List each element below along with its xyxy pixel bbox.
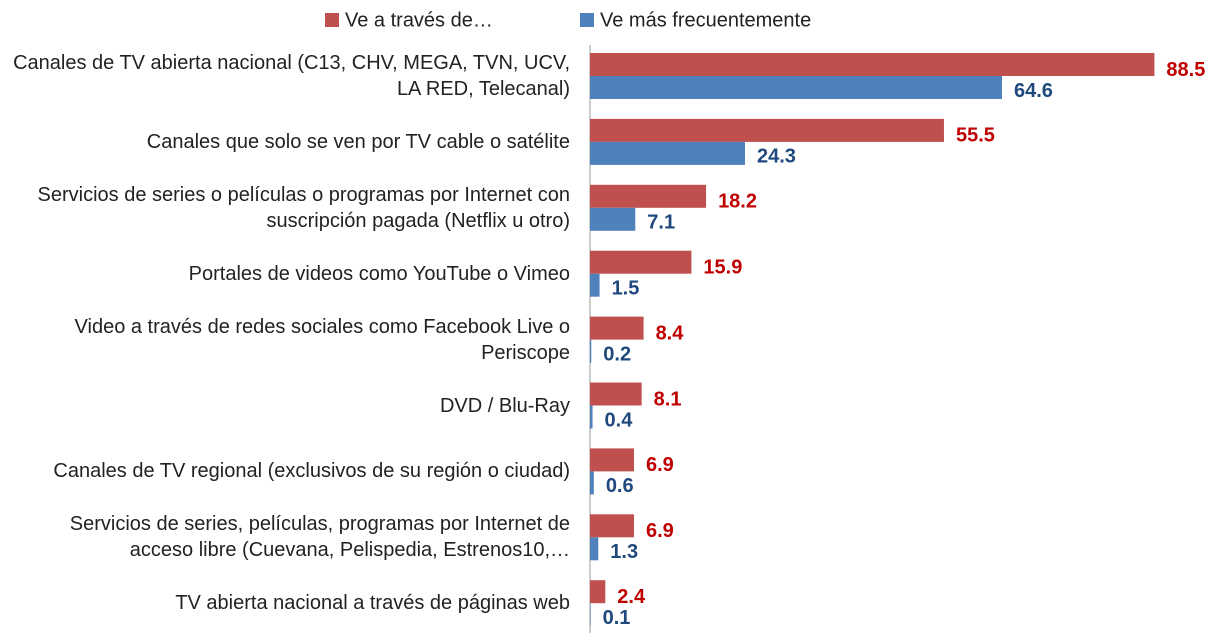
value-label: 6.9 bbox=[646, 520, 674, 542]
bar bbox=[590, 514, 635, 538]
category-label: Servicios de series o películas o progra… bbox=[37, 183, 571, 232]
category-label: TV abierta nacional a través de páginas … bbox=[175, 592, 570, 615]
bar bbox=[590, 141, 745, 165]
value-label: 2.4 bbox=[617, 586, 646, 608]
value-label: 6.9 bbox=[646, 454, 674, 476]
value-label: 0.4 bbox=[605, 409, 634, 431]
legend-label: Ve a través de… bbox=[345, 9, 493, 31]
category-label: Servicios de series, películas, programa… bbox=[69, 513, 570, 562]
value-label: 55.5 bbox=[956, 125, 995, 147]
value-label: 18.2 bbox=[718, 191, 757, 213]
bar bbox=[590, 405, 593, 429]
bar bbox=[590, 207, 636, 231]
value-label: 0.1 bbox=[603, 607, 631, 629]
bar bbox=[590, 603, 591, 627]
bar bbox=[590, 580, 606, 604]
bar bbox=[590, 339, 592, 363]
category-label: Canales de TV abierta nacional (C13, CHV… bbox=[13, 52, 570, 100]
value-label: 15.9 bbox=[703, 256, 742, 278]
bar bbox=[590, 250, 692, 274]
value-label: 24.3 bbox=[757, 146, 796, 168]
bar bbox=[590, 76, 1003, 99]
value-label: 1.3 bbox=[610, 541, 638, 563]
value-label: 0.2 bbox=[603, 343, 631, 365]
value-label: 1.5 bbox=[612, 277, 640, 299]
bar bbox=[590, 53, 1155, 76]
bar bbox=[590, 537, 599, 561]
value-label: 8.1 bbox=[654, 388, 682, 410]
value-label: 0.6 bbox=[606, 475, 634, 497]
bar bbox=[590, 382, 642, 406]
category-label: Canales que solo se ven por TV cable o s… bbox=[146, 130, 570, 153]
value-label: 8.4 bbox=[656, 322, 685, 344]
legend-swatch bbox=[325, 13, 339, 27]
bar bbox=[590, 184, 707, 208]
bar bbox=[590, 316, 644, 340]
bar bbox=[590, 118, 944, 142]
bar bbox=[590, 448, 635, 472]
value-label: 64.6 bbox=[1014, 80, 1053, 102]
value-label: 88.5 bbox=[1166, 59, 1205, 81]
bar bbox=[590, 471, 594, 495]
category-label: Canales de TV regional (exclusivos de su… bbox=[53, 460, 570, 483]
legend-label: Ve más frecuentemente bbox=[600, 9, 811, 31]
category-label: Portales de videos como YouTube o Vimeo bbox=[188, 262, 570, 285]
legend-swatch bbox=[580, 13, 594, 27]
category-label: Video a través de redes sociales como Fa… bbox=[74, 315, 570, 364]
bar bbox=[590, 273, 600, 297]
category-label: DVD / Blu-Ray bbox=[439, 394, 570, 417]
value-label: 7.1 bbox=[647, 212, 675, 234]
